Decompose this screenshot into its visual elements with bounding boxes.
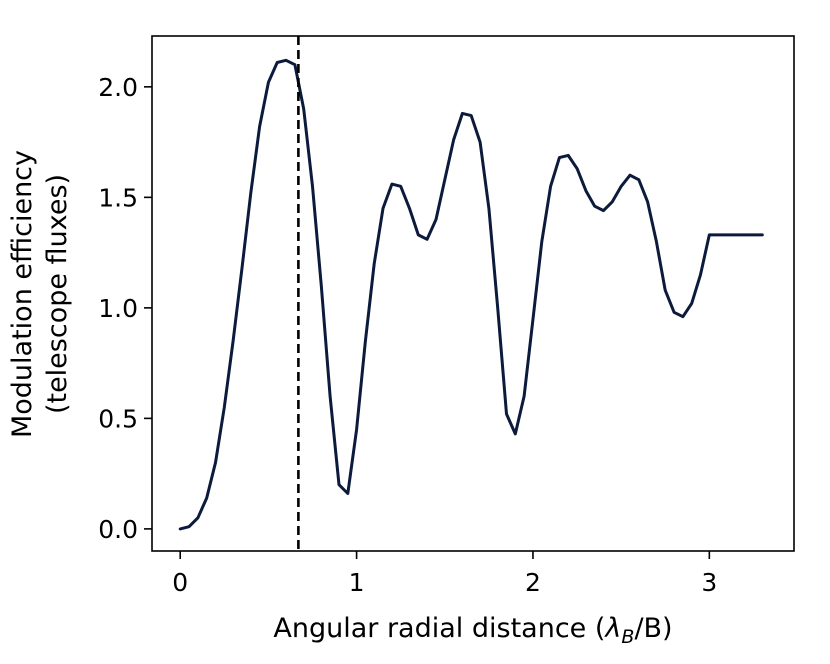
plot-frame (151, 35, 795, 552)
x-tick-label: 3 (701, 568, 717, 597)
y-axis-label-line2: (telescope fluxes) (42, 174, 73, 414)
y-tick-label: 0.0 (98, 515, 138, 544)
x-axis-label-tail: /B) (634, 613, 672, 644)
y-axis-ticks: 0.0 0.5 1.0 1.5 2.0 (98, 73, 152, 544)
x-axis-label-symbol: λ (603, 613, 621, 644)
y-axis-label-line1: Modulation efficiency (7, 150, 38, 438)
x-axis-label-text: Angular radial distance ( (273, 613, 605, 644)
y-tick-label: 2.0 (98, 73, 138, 102)
y-tick-label: 0.5 (98, 404, 138, 433)
x-tick-label: 0 (172, 568, 188, 597)
x-axis-ticks: 0 1 2 3 (172, 551, 717, 597)
y-tick-label: 1.5 (98, 183, 138, 212)
y-tick-label: 1.0 (98, 294, 138, 323)
x-axis-label: Angular radial distance (λB/B) (273, 613, 672, 648)
x-tick-label: 2 (525, 568, 541, 597)
x-tick-label: 1 (349, 568, 365, 597)
series-line-1 (178, 58, 764, 531)
plot-background (152, 36, 794, 551)
series-layer (178, 58, 764, 531)
x-axis-label-subscript: B (621, 626, 634, 648)
